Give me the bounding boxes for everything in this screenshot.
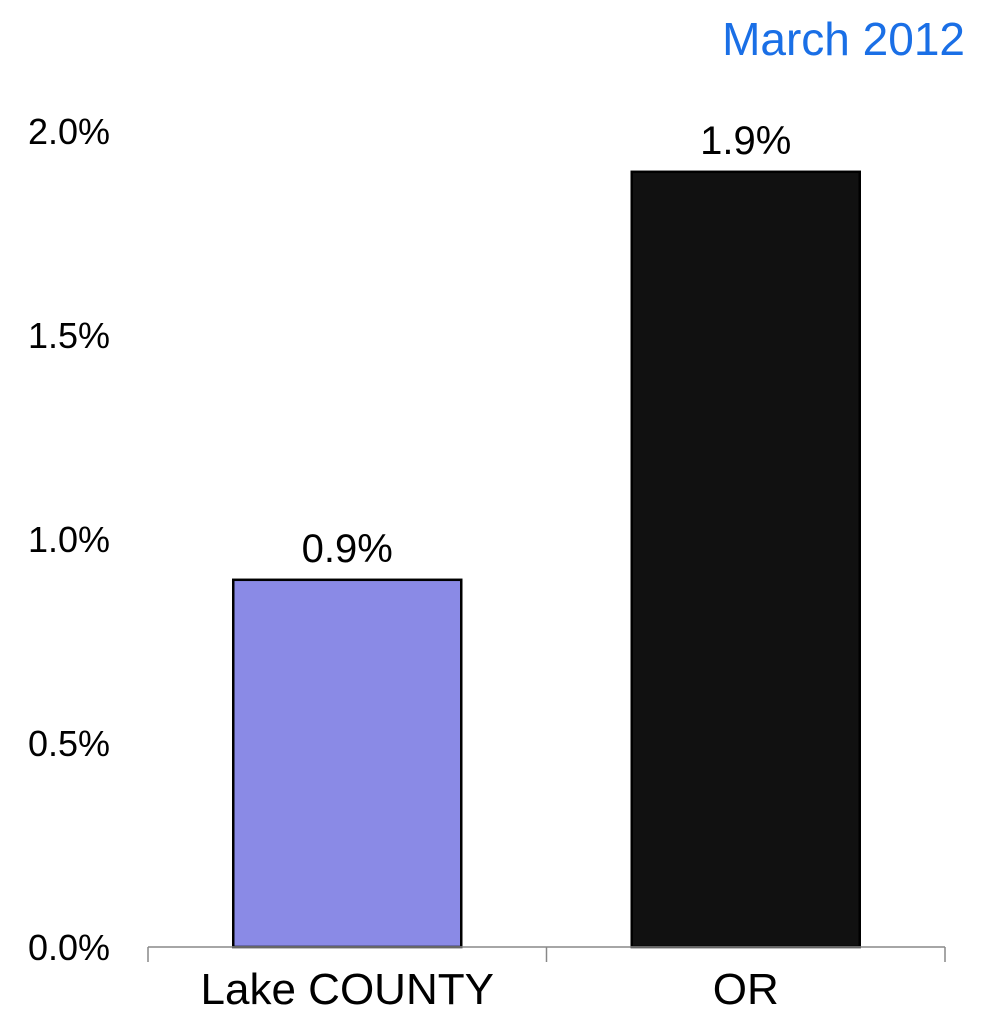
bars [232, 170, 861, 949]
category-labels: Lake COUNTY OR [201, 965, 779, 1014]
bar-or [630, 170, 861, 949]
x-axis [147, 946, 946, 962]
bar-lake-county [232, 578, 463, 949]
chart-title: March 2012 [722, 13, 965, 65]
y-tick-label: 2.0% [28, 111, 110, 152]
y-axis-ticks: 0.0% 0.5% 1.0% 1.5% 2.0% [28, 111, 110, 968]
category-label: Lake COUNTY [201, 965, 494, 1014]
y-tick-label: 1.0% [28, 519, 110, 560]
y-tick-label: 0.0% [28, 927, 110, 968]
data-label: 1.9% [700, 119, 791, 163]
data-labels: 0.9% 1.9% [302, 119, 792, 571]
y-tick-label: 0.5% [28, 723, 110, 764]
category-label: OR [713, 965, 779, 1014]
y-tick-label: 1.5% [28, 315, 110, 356]
data-label: 0.9% [302, 527, 393, 571]
